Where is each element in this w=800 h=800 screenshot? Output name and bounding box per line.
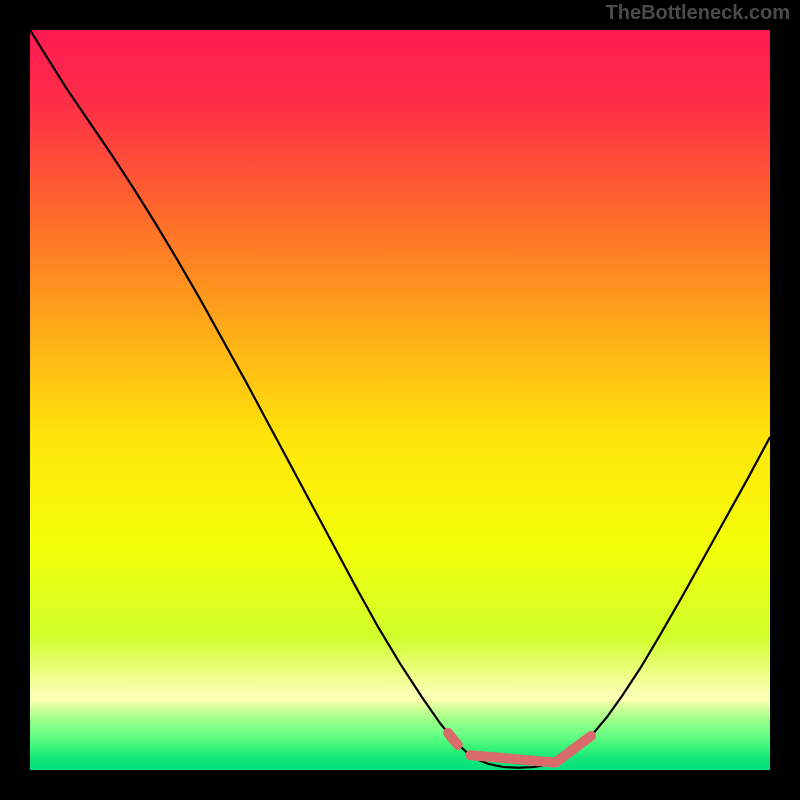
chart-background: [30, 30, 770, 770]
attribution-text: TheBottleneck.com: [606, 2, 790, 25]
bottleneck-chart: [30, 30, 770, 770]
chart-container: [30, 30, 770, 770]
